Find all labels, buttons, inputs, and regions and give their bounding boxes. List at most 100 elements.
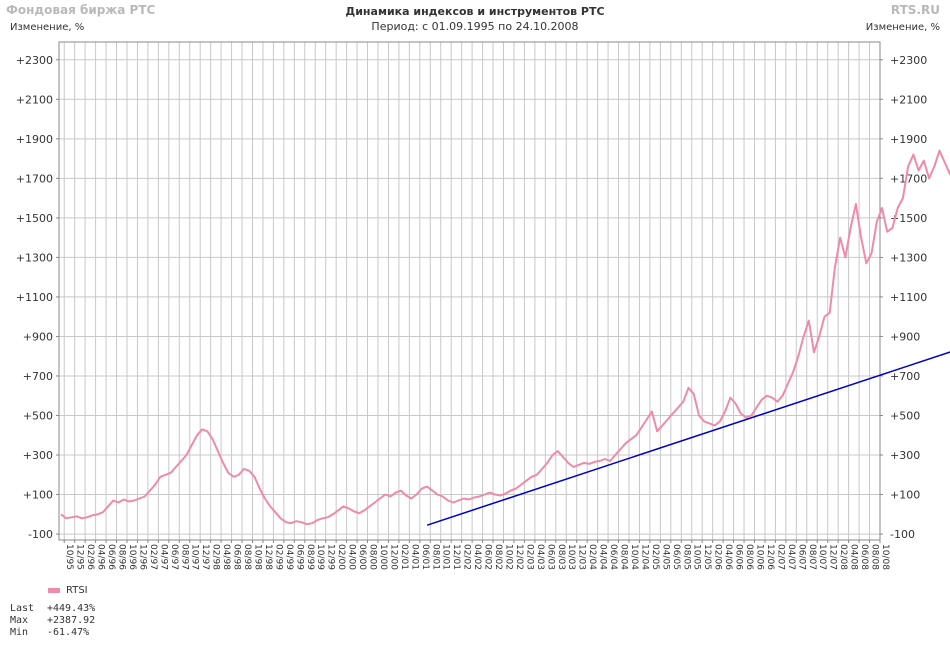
stat-last: Last +449.43%: [10, 603, 95, 615]
x-tick-label: 12/02: [514, 544, 524, 570]
trend-line: [426, 351, 950, 526]
x-tick-label: 04/06: [723, 544, 733, 570]
x-tick-label: 08/96: [117, 544, 127, 570]
x-tick-label: 02/03: [524, 544, 534, 570]
x-tick-label: 04/97: [158, 544, 168, 570]
x-tick-label: 04/98: [221, 544, 231, 570]
site-name-left: Фондовая биржа РТС: [6, 3, 156, 17]
y-tick-label: +1100: [16, 291, 53, 304]
x-tick-label: 06/07: [796, 544, 806, 570]
x-tick-label: 10/96: [127, 544, 137, 570]
chart-title: Динамика индексов и инструментов РТС: [345, 5, 605, 18]
x-tick-label: 06/02: [483, 544, 493, 570]
x-tick-label: 10/95: [64, 544, 74, 570]
x-tick-label: 06/04: [608, 544, 618, 570]
x-tick-label: 10/98: [252, 544, 262, 570]
x-tick-label: 06/03: [545, 544, 555, 570]
series-lines: [60, 149, 950, 526]
x-tick-label: 02/04: [587, 544, 597, 570]
x-tick-label: 12/03: [577, 544, 587, 570]
x-tick-label: 06/05: [671, 544, 681, 570]
x-tick-label: 06/96: [106, 544, 116, 570]
x-ticks: 10/95 12/95 02/96 04/96 06/96 08/96 10/96 12/96…: [63, 540, 890, 570]
x-tick-label: 02/06: [713, 544, 723, 570]
x-tick-label: 02/02: [462, 544, 472, 570]
x-tick-label: 10/08: [880, 544, 890, 570]
x-tick-label: 06/01: [420, 544, 430, 570]
y-tick-label: +2300: [890, 54, 927, 67]
x-tick-label: 12/97: [200, 544, 210, 570]
y-tick-label: +700: [890, 370, 920, 383]
x-tick-label: 10/05: [692, 544, 702, 570]
y-tick-label: +900: [890, 330, 920, 343]
x-tick-label: 10/97: [190, 544, 200, 570]
y-tick-label: +1300: [890, 251, 927, 264]
stat-min: Min -61.47%: [10, 627, 95, 639]
y-tick-label: +1900: [890, 133, 927, 146]
x-tick-label: 04/00: [347, 544, 357, 570]
plot-frame: [58, 41, 881, 541]
y-tick-label: -100: [28, 528, 53, 541]
x-tick-label: 10/07: [817, 544, 827, 570]
y-tick-label: -100: [890, 528, 915, 541]
y-tick-label: +900: [23, 330, 53, 343]
x-tick-label: 02/96: [85, 544, 95, 570]
x-tick-label: 08/98: [242, 544, 252, 570]
y-ticks-right: +2300 +2100 +1900 +1700 +1500 +1300 +1100 +900 +…: [880, 54, 927, 541]
x-tick-label: 02/07: [775, 544, 785, 570]
x-tick-label: 08/01: [430, 544, 440, 570]
x-tick-label: 06/98: [232, 544, 242, 570]
line-chart: +2300 +2100 +1900 +1700 +1500 +1300 +1100 +900 +…: [16, 41, 950, 570]
y-axis-unit-left: Изменение, %: [10, 22, 85, 33]
stats-panel: Last +449.43% Max +2387.92 Min -61.47%: [10, 603, 95, 639]
y-tick-label: +1700: [16, 172, 53, 185]
y-tick-label: +2100: [16, 93, 53, 106]
x-tick-label: 04/01: [409, 544, 419, 570]
x-tick-label: 06/00: [357, 544, 367, 570]
x-tick-label: 02/01: [399, 544, 409, 570]
stat-label: Max: [10, 615, 29, 626]
x-tick-label: 08/03: [556, 544, 566, 570]
x-tick-label: 08/00: [368, 544, 378, 570]
y-tick-label: +500: [23, 410, 53, 423]
chart-axes: [58, 41, 881, 541]
y-tick-label: +2300: [16, 54, 53, 67]
x-tick-label: 08/02: [493, 544, 503, 570]
chart-legend: RTSI: [48, 585, 88, 596]
x-tick-label: 10/02: [503, 544, 513, 570]
y-tick-label: +100: [23, 489, 53, 502]
x-tick-label: 08/05: [681, 544, 691, 570]
x-tick-label: 08/99: [305, 544, 315, 570]
y-tick-label: +300: [890, 449, 920, 462]
legend-label-rtsi: RTSI: [66, 585, 88, 596]
x-tick-label: 12/06: [765, 544, 775, 570]
x-tick-label: 04/03: [535, 544, 545, 570]
y-tick-label: +1100: [890, 291, 927, 304]
x-tick-label: 10/01: [441, 544, 451, 570]
x-tick-label: 12/04: [639, 544, 649, 570]
y-tick-label: +700: [23, 370, 53, 383]
stat-value: +449.43%: [47, 603, 96, 614]
site-name-right[interactable]: RTS.RU: [890, 3, 940, 17]
x-tick-label: 08/04: [619, 544, 629, 570]
x-tick-label: 10/99: [315, 544, 325, 570]
x-tick-label: 10/04: [629, 544, 639, 570]
x-tick-label: 02/00: [336, 544, 346, 570]
y-tick-label: +1900: [16, 133, 53, 146]
legend-swatch-rtsi: [48, 588, 60, 593]
x-tick-label: 08/07: [807, 544, 817, 570]
x-tick-label: 08/97: [179, 544, 189, 570]
y-tick-label: +100: [890, 489, 920, 502]
x-tick-label: 04/02: [472, 544, 482, 570]
stat-max: Max +2387.92: [10, 615, 95, 627]
x-tick-label: 12/95: [75, 544, 85, 570]
x-tick-label: 08/08: [870, 544, 880, 570]
x-tick-label: 04/96: [96, 544, 106, 570]
x-tick-label: 12/01: [451, 544, 461, 570]
stat-label: Last: [10, 603, 35, 614]
x-tick-label: 02/99: [273, 544, 283, 570]
x-tick-label: 06/97: [169, 544, 179, 570]
y-tick-label: +1700: [890, 172, 927, 185]
y-tick-label: +300: [23, 449, 53, 462]
x-tick-label: 06/08: [859, 544, 869, 570]
